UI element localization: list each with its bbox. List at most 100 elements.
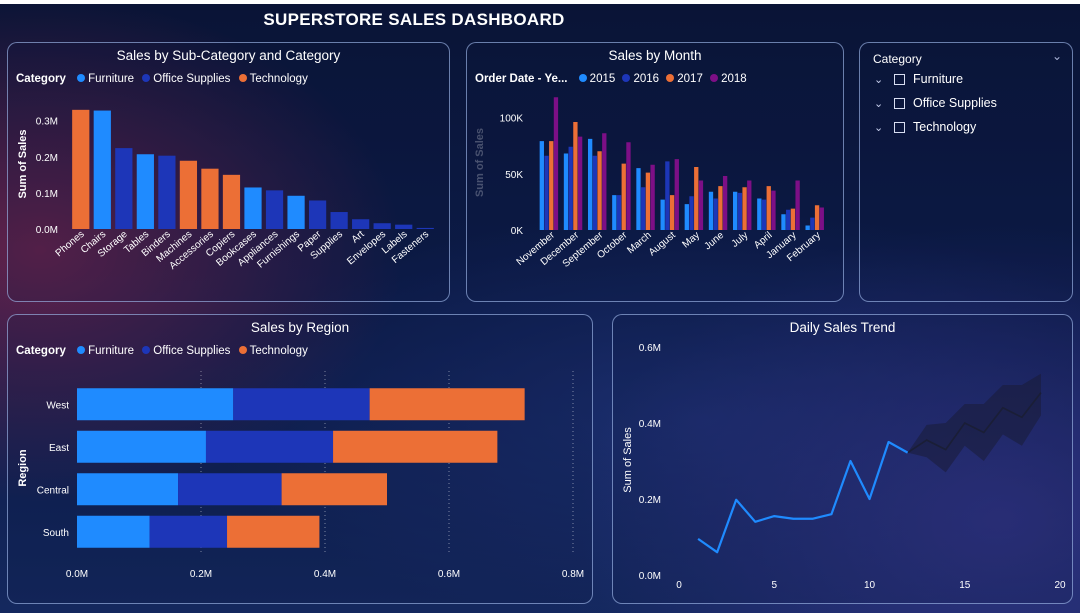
legend-2017[interactable]: 2017 [677,73,703,85]
checkbox-icon[interactable] [894,73,905,85]
y-tick-label: 0.1M [36,189,58,200]
bar [77,430,206,463]
bar [641,187,646,230]
bar [205,430,334,463]
subcategory-chart-title: Sales by Sub-Category and Category [116,48,341,63]
slicer-option-label: Technology [913,120,977,134]
furniture-dot-icon [77,346,86,354]
bar [761,199,767,230]
bar [158,155,176,229]
legend-furniture[interactable]: Furniture [88,345,135,357]
region-chart-title: Sales by Region [250,320,350,335]
bar [660,199,665,230]
slicer-option-label: Furniture [913,72,964,86]
bar [227,515,320,548]
bar [698,180,704,230]
dashboard-title: SUPERSTORE SALES DASHBOARD [263,10,565,29]
bar [795,180,800,230]
y-tick-label: East [49,443,69,454]
x-tick-label: 0.4M [314,569,336,580]
bar [810,217,815,230]
slicer-option-office-supplies[interactable]: ⌄ Office Supplies [874,94,997,112]
bar [369,388,525,421]
bar [674,159,679,230]
y-tick-label: 0.0M [36,225,58,236]
bar [373,223,391,229]
bar [722,176,728,230]
checkbox-icon[interactable] [894,97,905,109]
x-tick-label: 0.0M [66,569,88,580]
legend-2018[interactable]: 2018 [721,73,747,85]
y-tick-label: 0.6M [639,343,661,354]
slicer-option-furniture[interactable]: ⌄ Furniture [874,70,963,88]
bar [597,151,602,230]
x-tick-label: 0.6M [438,569,460,580]
bar [77,473,179,506]
expand-chevron-icon[interactable]: ⌄ [874,73,884,86]
slicer-option-technology[interactable]: ⌄ Technology [874,118,976,136]
x-tick-label: 5 [772,580,778,591]
bar [587,138,593,230]
legend-technology[interactable]: Technology [249,73,308,85]
region-panel[interactable]: Sales by Region Category Furniture Offic… [7,314,593,604]
bar [233,388,370,421]
legend-2015[interactable]: 2015 [589,73,616,85]
y-axis-label: Sum of Sales [17,129,29,198]
y-axis-label: Sum of Sales [474,128,486,197]
bar [577,136,583,230]
month-chart-title: Sales by Month [608,48,702,63]
x-tick-label: July [730,230,751,250]
legend-office-supplies[interactable]: Office Supplies [153,345,231,357]
trend-line-chart[interactable]: 0.0M 0.2M 0.4M 0.6M 0 5 10 15 20 Sum of Sales [613,315,1074,605]
legend-2016[interactable]: 2016 [633,73,660,85]
slicer-collapse-chevron-icon[interactable]: ⌄ [1051,49,1062,63]
x-tick-label: May [680,230,702,251]
x-tick-label: 0.2M [190,569,212,580]
bar [539,141,544,230]
bar [149,515,228,548]
expand-chevron-icon[interactable]: ⌄ [874,121,884,134]
region-legend: Category Furniture Office Supplies Techn… [16,345,308,357]
bar [684,204,689,230]
category-slicer[interactable]: Category ⌄ ⌄ Furniture ⌄ Office Supplies ⌄… [859,42,1073,302]
bar [333,430,498,463]
trend-panel[interactable]: Daily Sales Trend 0.0M 0.2M 0.4M 0.6M 0 5 10 15… [612,314,1073,604]
y-tick-label: 0.4M [639,419,661,430]
bar [742,187,747,230]
legend-office-supplies[interactable]: Office Supplies [153,73,231,85]
x-tick-label: June [702,230,726,253]
bar [694,167,699,230]
bar [330,212,348,229]
bar [244,187,262,229]
bar [573,122,578,230]
bar [790,208,796,230]
bar [352,219,370,229]
x-tick-label: 0 [676,580,682,591]
forecast-band [907,373,1041,473]
y-tick-label: 0K [511,226,524,237]
month-panel[interactable]: Sales by Month Order Date - Ye... 2015 2… [466,42,844,302]
bar [592,155,598,230]
bar [136,154,154,229]
bar [626,142,631,230]
legend-technology[interactable]: Technology [249,345,308,357]
office-supplies-dot-icon [142,74,151,82]
bar [287,195,305,229]
bar [819,207,824,230]
expand-chevron-icon[interactable]: ⌄ [874,97,884,110]
y-tick-label: Central [37,485,69,496]
checkbox-icon[interactable] [894,121,905,133]
legend-furniture[interactable]: Furniture [88,73,135,85]
slicer-option-label: Office Supplies [913,96,997,110]
subcategory-panel[interactable]: Sales by Sub-Category and Category Categ… [7,42,450,302]
bar [77,515,150,548]
y-tick-label: West [46,400,69,411]
region-bar-chart[interactable]: 0.0M 0.2M 0.4M 0.6M 0.8M Region West East Centra… [8,315,594,605]
technology-dot-icon [238,346,247,354]
bar [612,195,617,230]
forecast-line [907,392,1042,454]
y-tick-label: 0.2M [639,495,661,506]
technology-dot-icon [238,74,247,82]
